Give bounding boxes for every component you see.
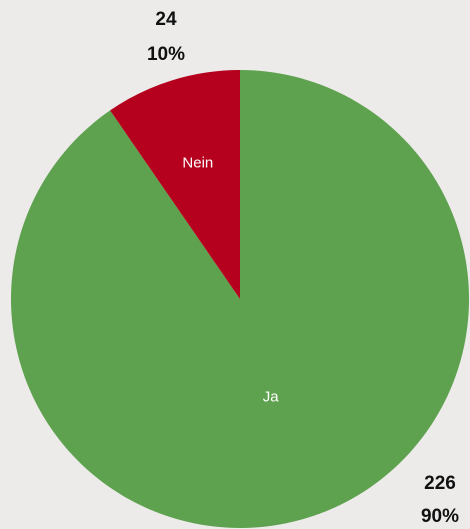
value-label: 24 — [155, 9, 177, 30]
slice-label: Ja — [263, 388, 280, 405]
pie-slice — [110, 70, 240, 299]
pie-slice — [10, 70, 470, 528]
value-label: 226 — [424, 473, 456, 494]
percent-label: 10% — [147, 44, 185, 65]
slice-label: Nein — [182, 154, 213, 171]
percent-label: 90% — [421, 506, 459, 527]
